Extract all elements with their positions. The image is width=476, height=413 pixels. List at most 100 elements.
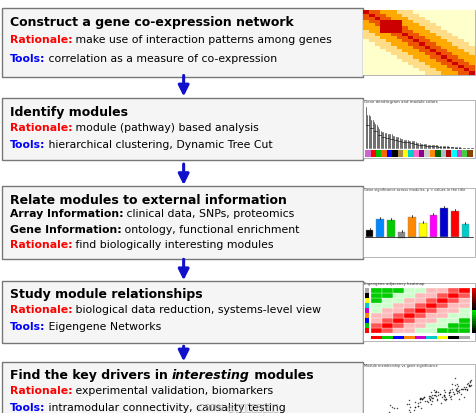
Bar [414, 308, 425, 313]
Bar [407, 50, 413, 53]
Bar [364, 318, 368, 323]
Bar [471, 294, 475, 297]
Bar [385, 66, 390, 69]
Bar [418, 21, 424, 24]
Bar [413, 11, 418, 14]
Bar [446, 27, 451, 31]
Bar [390, 21, 396, 24]
Point [465, 382, 473, 389]
Bar [363, 56, 368, 59]
Point [462, 380, 470, 387]
Bar [457, 40, 463, 43]
Bar [381, 336, 392, 339]
Bar [446, 72, 451, 75]
Bar [370, 328, 381, 333]
Bar [468, 59, 474, 63]
Point [430, 392, 438, 398]
Point [436, 399, 444, 406]
Bar [402, 24, 407, 27]
Bar [363, 50, 368, 53]
Point [463, 386, 470, 393]
Text: Gene dendrogram and module colors: Gene dendrogram and module colors [364, 100, 437, 104]
Bar [381, 288, 392, 293]
Bar [379, 50, 385, 53]
Bar [424, 72, 429, 75]
Bar [440, 11, 446, 14]
Bar [435, 69, 440, 72]
Bar [424, 37, 429, 40]
Bar [370, 313, 381, 318]
Bar [429, 66, 435, 69]
Bar [363, 14, 368, 18]
Bar [385, 27, 390, 31]
Bar [413, 47, 418, 50]
Bar [390, 21, 396, 24]
Bar [407, 34, 413, 37]
Bar [396, 18, 402, 21]
Point [422, 398, 430, 404]
Bar [463, 37, 468, 40]
Bar [451, 34, 457, 37]
Bar [457, 72, 463, 75]
Point [387, 404, 395, 411]
Bar [379, 37, 385, 40]
Bar [463, 53, 468, 56]
Bar [379, 72, 385, 75]
Point [465, 378, 472, 385]
Bar [379, 24, 385, 27]
Bar [392, 328, 403, 333]
Bar [440, 14, 446, 18]
Bar [446, 63, 451, 66]
Point [452, 386, 459, 393]
Bar [471, 306, 475, 308]
Bar [425, 288, 436, 293]
Bar [390, 72, 396, 75]
Bar [368, 43, 374, 47]
Point [426, 393, 433, 399]
Bar [457, 50, 463, 53]
Bar [379, 63, 385, 66]
Bar [402, 18, 407, 21]
Bar [440, 53, 446, 56]
Bar [403, 313, 414, 318]
Point [456, 386, 464, 393]
Bar [436, 323, 447, 328]
Bar [446, 56, 451, 59]
Point [439, 396, 447, 403]
Bar [418, 72, 424, 75]
Bar [471, 331, 475, 333]
Bar [396, 27, 402, 31]
Bar [463, 14, 468, 18]
Bar [418, 37, 424, 40]
Bar [429, 37, 435, 40]
Bar [435, 34, 440, 37]
Bar [370, 318, 381, 323]
Bar [370, 303, 381, 308]
Bar [446, 53, 451, 56]
Bar [365, 230, 373, 237]
Bar [363, 27, 368, 31]
Bar [413, 31, 418, 34]
Bar [457, 18, 463, 21]
Bar [468, 24, 474, 27]
Point [453, 383, 461, 390]
Bar [397, 237, 405, 238]
Point [441, 396, 448, 402]
Bar [471, 315, 475, 317]
Point [415, 394, 423, 401]
Bar [363, 37, 368, 40]
Bar [424, 59, 429, 63]
Bar [468, 53, 474, 56]
Bar [471, 311, 475, 313]
Bar [385, 31, 390, 34]
Bar [440, 37, 446, 40]
Bar [463, 47, 468, 50]
Bar [385, 21, 390, 24]
Point [448, 389, 456, 396]
Bar [407, 217, 415, 237]
Point [464, 382, 471, 388]
Point [425, 397, 433, 404]
Bar [390, 11, 396, 14]
Bar [451, 37, 457, 40]
Point [429, 392, 437, 399]
